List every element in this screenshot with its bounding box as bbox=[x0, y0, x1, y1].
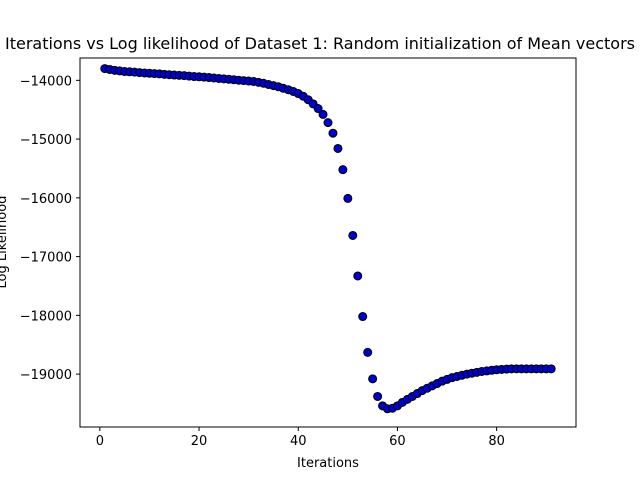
data-point bbox=[318, 109, 328, 119]
data-point bbox=[313, 104, 323, 114]
scatter-points bbox=[100, 64, 556, 414]
x-tick-label: 60 bbox=[389, 434, 406, 449]
data-point bbox=[323, 118, 333, 128]
data-point bbox=[358, 312, 368, 322]
y-axis-label: Log Likelihood bbox=[0, 196, 10, 289]
x-axis-label: Iterations bbox=[297, 456, 359, 471]
plot-area-frame bbox=[79, 57, 577, 428]
data-point bbox=[368, 374, 378, 384]
x-tick-label: 40 bbox=[290, 434, 307, 449]
x-axis-ticks: 0 20 40 60 80 bbox=[96, 427, 505, 449]
data-point bbox=[363, 347, 373, 357]
y-tick-label: −16000 bbox=[20, 192, 72, 207]
chart-title: Iterations vs Log likelihood of Dataset … bbox=[5, 34, 635, 53]
data-point bbox=[328, 128, 338, 138]
data-point bbox=[353, 271, 363, 281]
y-tick-label: −19000 bbox=[20, 368, 72, 383]
data-point bbox=[373, 391, 383, 401]
data-point bbox=[338, 165, 348, 175]
data-point bbox=[348, 230, 358, 240]
y-tick-label: −14000 bbox=[20, 74, 72, 89]
y-tick-label: −18000 bbox=[20, 309, 72, 324]
y-tick-label: −15000 bbox=[20, 133, 72, 148]
y-axis-ticks: −14000 −15000 −16000 −17000 −18000 −19000 bbox=[20, 74, 80, 383]
x-tick-label: 20 bbox=[191, 434, 208, 449]
x-tick-label: 0 bbox=[96, 434, 104, 449]
x-tick-label: 80 bbox=[488, 434, 505, 449]
data-point bbox=[343, 193, 353, 203]
data-point bbox=[546, 364, 556, 374]
data-point bbox=[333, 143, 343, 153]
y-tick-label: −17000 bbox=[20, 251, 72, 266]
